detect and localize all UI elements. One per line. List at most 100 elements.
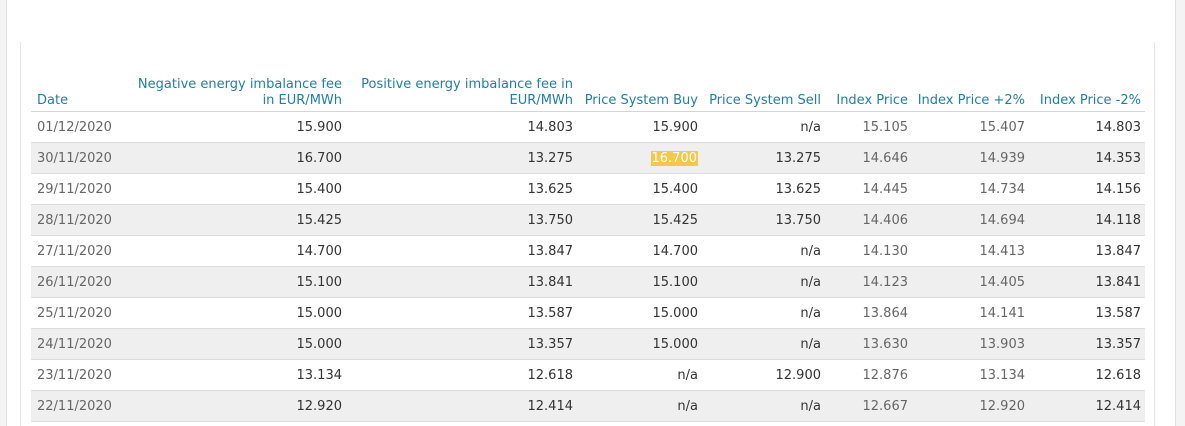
cell-price-system-sell: n/a (702, 111, 825, 143)
table-body: 01/12/2020 15.900 14.803 15.900 n/a 15.105 15.… (31, 111, 1145, 422)
cell-date: 01/12/2020 (31, 111, 119, 143)
cell-index-price-plus-2: 14.405 (912, 266, 1029, 298)
cell-price-system-sell: n/a (702, 390, 825, 422)
cell-price-system-buy: 15.400 (577, 173, 702, 205)
cell-index-price-minus-2: 12.414 (1029, 390, 1145, 422)
cell-index-price-plus-2: 14.413 (912, 235, 1029, 267)
header-negative-fee[interactable]: Negative energy imbalance fee in EUR/MWh (119, 74, 346, 112)
cell-index-price-minus-2: 14.803 (1029, 111, 1145, 143)
cell-date: 30/11/2020 (31, 142, 119, 174)
cell-date: 28/11/2020 (31, 204, 119, 236)
cell-index-price-plus-2: 13.134 (912, 359, 1029, 391)
cell-index-price-plus-2: 15.407 (912, 111, 1029, 143)
cell-price-system-sell: 12.900 (702, 359, 825, 391)
cell-negative-fee: 15.900 (119, 111, 346, 143)
cell-index-price: 13.864 (825, 297, 912, 329)
cell-index-price-plus-2: 12.920 (912, 390, 1029, 422)
cell-price-system-buy: 15.000 (577, 297, 702, 329)
cell-price-system-sell: n/a (702, 328, 825, 360)
cell-negative-fee: 13.134 (119, 359, 346, 391)
cell-positive-fee: 13.750 (346, 204, 577, 236)
highlighted-value: 16.700 (650, 150, 698, 166)
cell-index-price-minus-2: 14.118 (1029, 204, 1145, 236)
cell-positive-fee: 13.357 (346, 328, 577, 360)
cell-price-system-buy: n/a (577, 390, 702, 422)
cell-positive-fee: 12.618 (346, 359, 577, 391)
cell-positive-fee: 13.625 (346, 173, 577, 205)
cell-price-system-sell: n/a (702, 266, 825, 298)
table-row: 27/11/2020 14.700 13.847 14.700 n/a 14.130 14.… (31, 235, 1145, 267)
cell-price-system-buy: n/a (577, 359, 702, 391)
cell-index-price: 13.630 (825, 328, 912, 360)
cell-index-price-minus-2: 13.357 (1029, 328, 1145, 360)
cell-date: 27/11/2020 (31, 235, 119, 267)
table-row: 24/11/2020 15.000 13.357 15.000 n/a 13.630 13.… (31, 328, 1145, 360)
cell-index-price-minus-2: 13.587 (1029, 297, 1145, 329)
cell-index-price-plus-2: 14.141 (912, 297, 1029, 329)
cell-date: 29/11/2020 (31, 173, 119, 205)
cell-index-price-minus-2: 14.353 (1029, 142, 1145, 174)
cell-price-system-buy: 14.700 (577, 235, 702, 267)
cell-index-price: 14.445 (825, 173, 912, 205)
cell-date: 22/11/2020 (31, 390, 119, 422)
cell-date: 26/11/2020 (31, 266, 119, 298)
table-header-row: Date Negative energy imbalance fee in EU… (31, 74, 1145, 112)
cell-index-price-minus-2: 13.841 (1029, 266, 1145, 298)
table-row: 25/11/2020 15.000 13.587 15.000 n/a 13.864 14.… (31, 297, 1145, 329)
cell-positive-fee: 14.803 (346, 111, 577, 143)
cell-negative-fee: 15.400 (119, 173, 346, 205)
cell-date: 25/11/2020 (31, 297, 119, 329)
header-price-system-sell[interactable]: Price System Sell (702, 74, 825, 112)
cell-price-system-sell: n/a (702, 297, 825, 329)
cell-price-system-sell: 13.275 (702, 142, 825, 174)
cell-negative-fee: 14.700 (119, 235, 346, 267)
cell-price-system-sell: n/a (702, 235, 825, 267)
cell-index-price: 14.123 (825, 266, 912, 298)
cell-positive-fee: 13.587 (346, 297, 577, 329)
cell-negative-fee: 15.000 (119, 297, 346, 329)
cell-date: 24/11/2020 (31, 328, 119, 360)
cell-index-price-plus-2: 14.734 (912, 173, 1029, 205)
table-row: 01/12/2020 15.900 14.803 15.900 n/a 15.105 15.… (31, 111, 1145, 143)
cell-price-system-buy: 16.700 (577, 142, 702, 174)
cell-price-system-buy: 15.425 (577, 204, 702, 236)
cell-index-price: 12.876 (825, 359, 912, 391)
cell-index-price-minus-2: 12.618 (1029, 359, 1145, 391)
cell-positive-fee: 13.841 (346, 266, 577, 298)
cell-price-system-buy: 15.000 (577, 328, 702, 360)
cell-negative-fee: 16.700 (119, 142, 346, 174)
cell-positive-fee: 13.275 (346, 142, 577, 174)
cell-index-price: 12.667 (825, 390, 912, 422)
header-index-price[interactable]: Index Price (825, 74, 912, 112)
header-index-price-plus-2[interactable]: Index Price +2% (912, 74, 1029, 112)
cell-positive-fee: 13.847 (346, 235, 577, 267)
cell-negative-fee: 15.000 (119, 328, 346, 360)
header-date[interactable]: Date (31, 74, 119, 112)
cell-index-price: 14.406 (825, 204, 912, 236)
table-row: 23/11/2020 13.134 12.618 n/a 12.900 12.876 13.… (31, 359, 1145, 391)
cell-price-system-sell: 13.750 (702, 204, 825, 236)
cell-index-price: 15.105 (825, 111, 912, 143)
table-row: 22/11/2020 12.920 12.414 n/a n/a 12.667 12.920… (31, 390, 1145, 422)
cell-price-system-buy: 15.900 (577, 111, 702, 143)
cell-positive-fee: 12.414 (346, 390, 577, 422)
cell-index-price: 14.646 (825, 142, 912, 174)
header-positive-fee[interactable]: Positive energy imbalance fee in EUR/MWh (346, 74, 577, 112)
cell-index-price-plus-2: 13.903 (912, 328, 1029, 360)
cell-price-system-sell: 13.625 (702, 173, 825, 205)
cell-price-system-buy: 15.100 (577, 266, 702, 298)
cell-negative-fee: 15.100 (119, 266, 346, 298)
table-row: 29/11/2020 15.400 13.625 15.400 13.625 14.445… (31, 173, 1145, 205)
cell-negative-fee: 15.425 (119, 204, 346, 236)
cell-index-price-minus-2: 14.156 (1029, 173, 1145, 205)
cell-index-price-plus-2: 14.694 (912, 204, 1029, 236)
header-price-system-buy[interactable]: Price System Buy (577, 74, 702, 112)
cell-date: 23/11/2020 (31, 359, 119, 391)
table-row: 26/11/2020 15.100 13.841 15.100 n/a 14.123 14.… (31, 266, 1145, 298)
cell-index-price-minus-2: 13.847 (1029, 235, 1145, 267)
header-index-price-minus-2[interactable]: Index Price -2% (1029, 74, 1145, 112)
table-row: 28/11/2020 15.425 13.750 15.425 13.750 14.406… (31, 204, 1145, 236)
cell-index-price: 14.130 (825, 235, 912, 267)
imbalance-price-table: Date Negative energy imbalance fee in EU… (31, 74, 1145, 422)
cell-negative-fee: 12.920 (119, 390, 346, 422)
